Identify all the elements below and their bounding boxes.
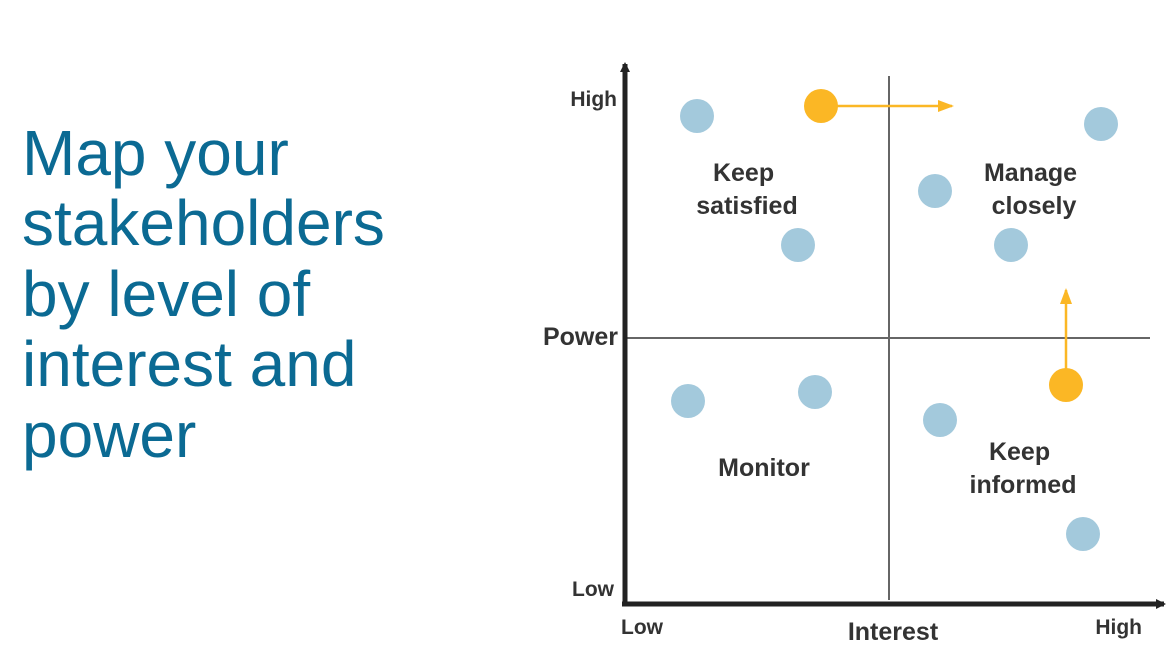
stakeholder-dot [918,174,952,208]
stakeholder-dot [1084,107,1118,141]
page-title: Map your stakeholders by level of intere… [22,118,492,470]
title-line: by level of [22,257,311,330]
title-line: power [22,398,197,471]
stakeholder-dot [923,403,957,437]
stakeholder-dot [781,228,815,262]
stakeholder-dot [1066,517,1100,551]
quadrant-label-line: Keep [989,438,1050,466]
quadrant-label-line: Monitor [718,454,810,482]
stakeholder-dot [680,99,714,133]
title-line: interest and [22,328,357,401]
quadrant-label-line: informed [970,471,1077,499]
y-axis-label: Power [543,323,618,351]
stakeholder-dot [798,375,832,409]
highlighted-stakeholder-dot [1049,368,1083,402]
highlighted-stakeholder-dot [804,89,838,123]
quadrant-label-line: satisfied [696,192,797,220]
quadrant-label-keep-informed: Keep informed [970,438,1077,499]
y-axis-low-label: Low [572,578,615,601]
title-line: stakeholders [22,187,385,260]
x-axis-label: Interest [848,618,939,646]
quadrant-label-line: Keep [713,159,774,187]
quadrant-label-manage-closely: Manage closely [984,159,1084,220]
quadrant-label-line: closely [992,192,1077,220]
x-axis-low-label: Low [621,616,664,639]
x-axis-high-label: High [1095,616,1142,639]
y-axis-high-label: High [570,88,617,111]
stakeholder-dot [671,384,705,418]
quadrant-label-monitor: Monitor [718,454,810,482]
title-line: Map your [22,117,289,189]
quadrant-label-keep-satisfied: Keep satisfied [696,159,797,220]
stakeholder-dot [994,228,1028,262]
quadrant-label-line: Manage [984,159,1077,187]
